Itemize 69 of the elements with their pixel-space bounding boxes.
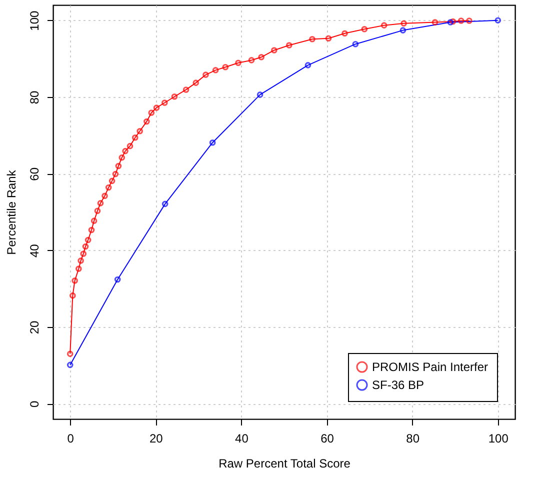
point: [202, 72, 209, 78]
legend-label: PROMIS Pain Interfer: [372, 360, 488, 374]
point: [271, 47, 278, 54]
point: [118, 154, 126, 161]
point: [97, 200, 104, 206]
point: [235, 60, 242, 66]
point: [171, 93, 178, 100]
point: [94, 208, 101, 214]
legend-label: SF-36 BP: [372, 378, 424, 392]
point: [458, 18, 464, 24]
y-axis-title: Percentile Rank: [4, 169, 18, 255]
point: [78, 258, 84, 264]
y-tick-label: 80: [28, 90, 42, 104]
x-tick-label: 60: [320, 432, 334, 446]
point: [325, 35, 332, 42]
point: [380, 22, 388, 28]
point: [136, 128, 143, 134]
point: [148, 110, 155, 116]
point: [258, 54, 264, 60]
y-tick-label: 20: [28, 320, 42, 334]
point: [182, 86, 190, 93]
point: [82, 243, 89, 250]
y-tick-label: 40: [28, 244, 42, 258]
point: [84, 236, 92, 244]
point: [342, 30, 348, 37]
y-tick-label: 60: [28, 167, 42, 181]
point: [352, 40, 359, 48]
point: [162, 100, 168, 106]
point: [212, 67, 219, 74]
point: [72, 277, 78, 284]
point: [286, 42, 292, 48]
point: [102, 192, 108, 200]
x-tick-label: 100: [488, 432, 509, 446]
point: [162, 200, 168, 208]
x-axis-title: Raw Percent Total Score: [218, 456, 351, 470]
point: [126, 142, 134, 150]
point: [80, 250, 87, 257]
point: [90, 218, 98, 224]
x-tick-label: 80: [406, 432, 420, 446]
point: [209, 139, 216, 146]
point: [192, 80, 200, 86]
point: [76, 266, 82, 272]
x-tick-label: 20: [149, 432, 164, 446]
point: [108, 178, 116, 184]
point: [309, 36, 316, 42]
point: [256, 92, 264, 98]
point: [88, 226, 95, 234]
point: [248, 57, 255, 64]
point: [153, 104, 160, 111]
point: [70, 292, 76, 299]
point: [122, 148, 128, 154]
point: [132, 134, 138, 141]
point: [400, 20, 407, 27]
point: [400, 27, 406, 34]
point: [222, 64, 229, 70]
point: [450, 18, 456, 25]
point: [361, 26, 368, 32]
point: [112, 170, 119, 178]
point: [114, 276, 121, 283]
x-tick-label: 40: [235, 432, 249, 446]
point: [447, 19, 454, 26]
point: [105, 184, 112, 191]
point: [432, 19, 438, 26]
point: [115, 162, 122, 170]
point: [304, 62, 312, 68]
point: [144, 118, 150, 125]
y-tick-label: 100: [28, 10, 42, 31]
y-tick-label: 0: [28, 400, 42, 408]
x-tick-label: 0: [67, 432, 74, 446]
